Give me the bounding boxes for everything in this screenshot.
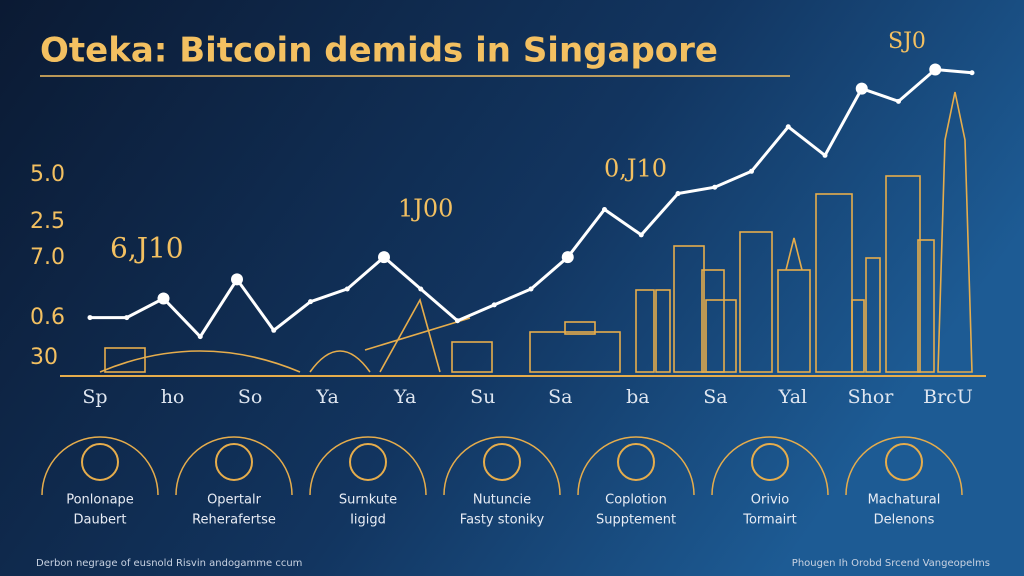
icon-arc <box>41 436 159 496</box>
icon-glyph <box>617 443 655 481</box>
x-label: Ya <box>393 386 416 408</box>
x-label: Su <box>470 386 495 408</box>
data-point <box>455 318 460 324</box>
icon-label: Daubert <box>74 513 127 528</box>
data-point <box>969 70 975 76</box>
x-label: Yal <box>778 386 807 408</box>
data-point <box>602 206 607 212</box>
data-point <box>231 273 243 286</box>
x-label: So <box>238 386 262 408</box>
icon-label: Machatural <box>868 493 941 508</box>
title: Oteka: Bitcoin demids in Singapore <box>40 31 718 71</box>
icon-glyph <box>349 443 387 481</box>
icon-arc <box>845 436 963 496</box>
annotation: SJ0 <box>888 29 926 54</box>
icon-label: Surnkute <box>339 493 397 508</box>
footer-right: Phougen Ih Orobd Srcend Vangeopelms <box>792 558 990 569</box>
skyline <box>99 91 973 373</box>
y-label: 30 <box>30 345 58 370</box>
data-point <box>87 315 93 321</box>
icon-label: Reherafertse <box>192 513 276 528</box>
data-point <box>378 251 390 264</box>
data-point <box>675 191 681 197</box>
x-label: Sa <box>703 386 727 408</box>
icon-label: Orivio <box>751 493 789 508</box>
icon-arc <box>711 436 829 496</box>
icon-label: Ponlonape <box>66 493 134 508</box>
annotation: 0,J10 <box>604 155 667 183</box>
data-point <box>896 98 901 104</box>
icon-glyph <box>751 443 789 481</box>
footer-left: Derbon negrage of eusnold Risvin andogam… <box>36 558 302 569</box>
x-label: Shor <box>848 386 895 408</box>
data-point <box>785 124 791 130</box>
icon-label: Coplotion <box>605 493 667 508</box>
data-point <box>308 299 313 305</box>
data-point <box>157 292 170 305</box>
data-point <box>822 152 828 158</box>
data-point <box>344 286 350 292</box>
icon-glyph <box>885 443 923 481</box>
icon-label: Delenons <box>874 513 935 528</box>
y-label: 5.0 <box>30 162 65 187</box>
icon-label: Nutuncie <box>473 493 531 508</box>
icon-arc <box>443 436 561 496</box>
x-label: BrcU <box>923 386 973 408</box>
y-label: 2.5 <box>30 209 65 234</box>
y-label: 7.0 <box>30 245 65 270</box>
x-label: ho <box>161 386 185 408</box>
data-point <box>929 63 942 76</box>
annotation: 6,J10 <box>110 232 184 265</box>
data-point <box>124 315 130 321</box>
icon-glyph <box>81 443 119 481</box>
data-point <box>528 286 534 292</box>
data-point <box>638 232 644 238</box>
icon-arc <box>309 436 427 496</box>
data-point <box>855 82 868 95</box>
y-label: 0.6 <box>30 305 65 330</box>
x-label: Sp <box>82 386 107 408</box>
data-point <box>197 334 203 340</box>
icon-arc <box>175 436 293 496</box>
icon-label: Tormairt <box>742 513 797 528</box>
icon-label: Supptement <box>596 513 676 528</box>
annotation: 1J00 <box>398 195 453 223</box>
data-point <box>712 184 718 190</box>
icon-label: Opertalr <box>207 493 262 508</box>
data-point <box>418 286 424 292</box>
x-label: ba <box>626 386 650 408</box>
data-point <box>491 302 497 308</box>
icon-glyph <box>483 443 521 481</box>
x-label: Sa <box>548 386 572 408</box>
icon-label: Fasty stoniky <box>460 513 545 528</box>
icon-arc <box>577 436 695 496</box>
icon-label: Iigigd <box>350 513 386 528</box>
data-point <box>749 168 754 174</box>
x-label: Ya <box>315 386 338 408</box>
data-point <box>271 327 277 333</box>
icon-glyph <box>215 443 253 481</box>
data-point <box>561 251 574 264</box>
